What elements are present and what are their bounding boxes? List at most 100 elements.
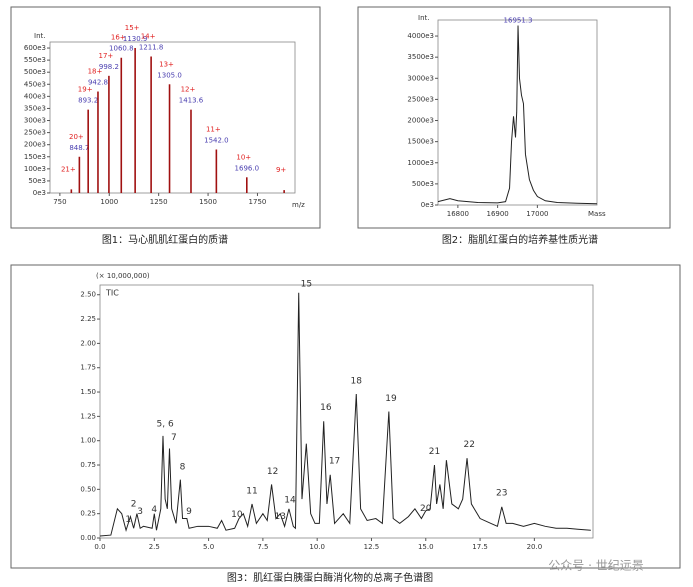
y-tick-label: 1.50 — [80, 388, 96, 396]
y-tick-label: 4000e3 — [407, 32, 434, 40]
mz-label: 1305.0 — [157, 71, 182, 79]
charge-label: 16+ — [111, 34, 126, 42]
y-tick-label: 3000e3 — [407, 74, 434, 82]
y-tick-label: 500e3 — [412, 180, 434, 188]
x-tick-label: 10.0 — [309, 543, 325, 551]
mz-label: 1696.0 — [235, 164, 260, 172]
figure-frame — [10, 6, 321, 229]
y-tick-label: 2.00 — [80, 339, 96, 347]
charge-label: 18+ — [88, 68, 103, 76]
peak-number: 10 — [231, 510, 243, 520]
y-tick-label: 450e3 — [24, 80, 46, 88]
peak-number: 21 — [429, 447, 440, 457]
y-tick-label: 1.75 — [80, 364, 96, 372]
peak-number: 19 — [385, 394, 397, 404]
x-tick-label: 17.5 — [472, 543, 488, 551]
mz-label: 942.8 — [88, 79, 108, 87]
y-axis-label: Int. — [34, 32, 45, 40]
peak-number: 4 — [151, 505, 157, 515]
y-tick-label: 3500e3 — [407, 53, 434, 61]
x-tick-label: 1750 — [249, 198, 267, 206]
charge-label: 9+ — [276, 166, 286, 174]
y-tick-label: 0.25 — [80, 510, 96, 518]
peak-label: 16951.3 — [504, 16, 533, 24]
trace — [99, 292, 591, 537]
trace — [437, 25, 598, 205]
y-tick-label: 300e3 — [24, 117, 46, 125]
x-tick-label: 7.5 — [257, 543, 268, 551]
y-tick-label: 2500e3 — [407, 95, 434, 103]
x-tick-label: 1500 — [199, 198, 217, 206]
peak-number: 12 — [267, 467, 278, 477]
charge-label: 11+ — [206, 126, 221, 134]
mz-label: 848.7 — [69, 144, 89, 152]
y-tick-label: 2.50 — [80, 291, 96, 299]
figure-frame — [357, 6, 671, 229]
peak-number: 5, 6 — [157, 420, 174, 430]
charge-label: 20+ — [69, 133, 84, 141]
x-tick-label: 750 — [53, 198, 66, 206]
y-axis-label: Int. — [418, 14, 429, 22]
y-tick-label: 400e3 — [24, 92, 46, 100]
figure-caption: 图1：马心肌肌红蛋白的质谱 — [102, 233, 228, 246]
trace-name: TIC — [105, 289, 119, 298]
plot-area — [99, 284, 594, 539]
mz-label: 1542.0 — [204, 137, 229, 145]
mz-label: 1413.6 — [179, 97, 204, 105]
y-tick-label: 1000e3 — [407, 159, 434, 167]
peak-number: 15 — [301, 279, 312, 289]
peak-number: 16 — [320, 403, 332, 413]
figure-caption: 图2：脂肌红蛋白的培养基性质光谱 — [442, 233, 598, 246]
y-axis-label: (× 10,000,000) — [96, 272, 150, 280]
peak-number: 17 — [329, 456, 340, 466]
y-tick-label: 2.25 — [80, 315, 96, 323]
y-tick-label: 0.75 — [80, 461, 96, 469]
y-tick-label: 2000e3 — [407, 117, 434, 125]
y-tick-label: 550e3 — [24, 56, 46, 64]
peak-number: 23 — [496, 489, 507, 499]
x-tick-label: 1000 — [100, 198, 118, 206]
peak-number: 3 — [137, 507, 143, 517]
mz-label: 1060.8 — [109, 45, 134, 53]
y-tick-label: 1.00 — [80, 437, 96, 445]
mz-label: 1130.9 — [123, 35, 148, 43]
mz-label: 998.2 — [99, 63, 119, 71]
charge-label: 10+ — [236, 153, 251, 161]
x-tick-label: 17000 — [526, 210, 548, 218]
peak-number: 8 — [180, 462, 186, 472]
charge-label: 15+ — [125, 24, 140, 32]
y-tick-label: 0e3 — [33, 189, 46, 197]
x-tick-label: 12.5 — [364, 543, 380, 551]
peak-number: 13 — [275, 512, 286, 522]
charge-label: 12+ — [181, 86, 196, 94]
charge-label: 19+ — [78, 86, 93, 94]
plot-area — [437, 19, 598, 206]
x-tick-label: 20.0 — [527, 543, 543, 551]
plot-area — [49, 41, 296, 194]
x-tick-label: 16800 — [447, 210, 469, 218]
x-tick-label: 16900 — [486, 210, 508, 218]
charge-label: 14+ — [141, 32, 156, 40]
peak-number: 2 — [131, 499, 137, 509]
peak-number: 9 — [186, 507, 192, 517]
y-tick-label: 350e3 — [24, 104, 46, 112]
peak-number: 1 — [125, 515, 131, 525]
y-tick-label: 250e3 — [24, 129, 46, 137]
x-tick-label: 15.0 — [418, 543, 434, 551]
x-tick-label: 1250 — [150, 198, 168, 206]
y-tick-label: 0e3 — [421, 201, 434, 209]
charge-label: 21+ — [61, 165, 76, 173]
y-tick-label: 0.00 — [80, 534, 96, 542]
y-tick-label: 50e3 — [28, 177, 46, 185]
y-tick-label: 200e3 — [24, 141, 46, 149]
y-tick-label: 1.25 — [80, 412, 96, 420]
peak-number: 11 — [246, 487, 257, 497]
figure-frame — [10, 264, 681, 569]
x-tick-label: 0.0 — [94, 543, 105, 551]
x-axis-label: Mass — [588, 210, 606, 218]
mz-label: 893.2 — [78, 97, 98, 105]
peak-number: 18 — [351, 377, 363, 387]
mz-label: 1211.8 — [139, 43, 164, 51]
